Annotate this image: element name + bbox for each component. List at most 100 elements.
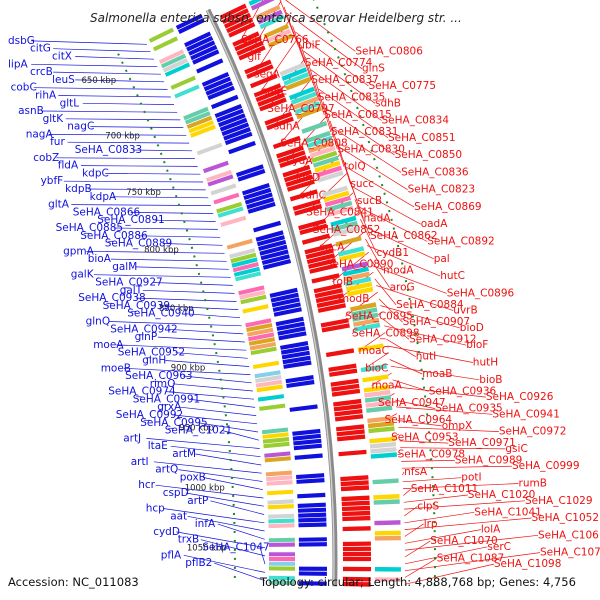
- forward-feature: [325, 348, 355, 358]
- forward-feature: [352, 312, 379, 322]
- forward-feature: [374, 530, 401, 536]
- reverse-feature: [230, 252, 257, 264]
- label-leader-line: [187, 515, 265, 532]
- scale-tick-label: 800 kbp: [144, 246, 179, 256]
- forward-gene-label: ubiF: [298, 40, 320, 52]
- label-leader-line: [370, 258, 390, 288]
- forward-gene-label: moaB: [422, 368, 452, 380]
- reverse-feature: [196, 58, 224, 74]
- reverse-feature: [269, 561, 295, 566]
- forward-feature: [315, 165, 343, 178]
- label-leader-line: [384, 325, 467, 346]
- reverse-gene-label: kdpC: [82, 167, 109, 179]
- forward-gene-label: cydA: [287, 155, 314, 167]
- forward-gene-label: hutI: [416, 351, 437, 363]
- forward-feature: [360, 364, 387, 373]
- forward-feature: [357, 343, 384, 352]
- forward-feature: [306, 135, 333, 149]
- forward-feature: [228, 22, 256, 38]
- reverse-feature: [183, 106, 209, 121]
- forward-gene-label: SeHA_C0851: [388, 132, 456, 144]
- reverse-gene-label: cydD: [153, 526, 180, 538]
- forward-feature: [246, 64, 274, 79]
- reverse-feature: [289, 404, 318, 412]
- label-leader-line: [180, 406, 257, 416]
- forward-feature: [342, 266, 369, 277]
- forward-feature: [342, 576, 371, 582]
- label-leader-line: [80, 165, 198, 167]
- label-leader-line: [332, 127, 402, 173]
- reverse-feature: [219, 117, 248, 132]
- forward-feature: [341, 500, 370, 507]
- forward-gene-label: bioB: [479, 374, 502, 386]
- reverse-gene-label: glnQ: [86, 316, 111, 328]
- reverse-gene-label: hcr: [138, 479, 155, 491]
- forward-gene-label: bioC: [365, 362, 388, 374]
- label-leader-line: [345, 166, 415, 208]
- forward-gene-label: pal: [434, 253, 450, 265]
- forward-feature: [263, 23, 290, 39]
- reverse-feature: [231, 257, 258, 268]
- reverse-feature: [280, 341, 309, 350]
- label-leader-line: [393, 386, 486, 398]
- label-leader-line: [86, 250, 225, 254]
- label-leader-line: [374, 278, 397, 306]
- forward-feature: [370, 452, 397, 459]
- reverse-feature: [244, 192, 273, 205]
- forward-gene-label: nfsA: [404, 466, 428, 478]
- label-leader-line: [285, 0, 356, 52]
- reverse-feature: [210, 183, 237, 196]
- forward-feature: [277, 150, 306, 164]
- forward-gene-label: SeHA_C1020: [468, 489, 536, 501]
- reverse-feature: [250, 346, 277, 356]
- reverse-feature: [255, 379, 283, 388]
- forward-feature: [248, 0, 263, 6]
- forward-feature: [292, 199, 321, 211]
- forward-feature: [342, 510, 371, 517]
- scale-tick-label: 700 kbp: [105, 131, 140, 141]
- label-leader-line: [279, 0, 299, 46]
- forward-feature: [289, 189, 318, 202]
- reverse-feature: [267, 489, 294, 496]
- forward-feature: [309, 145, 336, 158]
- forward-feature: [370, 447, 397, 454]
- reverse-feature: [206, 169, 232, 182]
- forward-gene-label: tolQ: [344, 161, 366, 173]
- label-leader-line: [163, 508, 265, 524]
- reverse-gene-label: kdpB: [65, 183, 92, 195]
- forward-feature: [250, 0, 275, 11]
- forward-feature: [250, 73, 278, 89]
- reverse-feature: [220, 215, 247, 227]
- label-leader-line: [404, 534, 539, 551]
- forward-feature: [374, 577, 401, 582]
- forward-feature: [342, 581, 371, 587]
- reverse-gene-label: nagA: [26, 128, 54, 140]
- forward-feature: [343, 556, 371, 562]
- reverse-feature: [276, 321, 305, 331]
- label-leader-line: [400, 447, 506, 450]
- forward-feature: [283, 72, 310, 86]
- reverse-feature: [203, 76, 232, 92]
- reverse-feature: [205, 81, 233, 96]
- forward-feature: [289, 86, 315, 101]
- feature-tracks: [148, 0, 401, 587]
- reverse-feature: [228, 140, 256, 155]
- label-leader-line: [162, 243, 223, 246]
- forward-gene-label: SeHA_C0836: [401, 166, 469, 178]
- reverse-gene-label: SeHA_C0974: [108, 386, 176, 398]
- reverse-gene-label: SeHA_C0927: [95, 277, 163, 289]
- reverse-feature: [238, 285, 265, 296]
- reverse-feature: [233, 266, 260, 277]
- forward-gene-label: SeHA_C0862: [370, 230, 438, 242]
- forward-feature: [259, 14, 285, 30]
- forward-feature: [234, 36, 262, 52]
- reverse-gene-label: cobZ: [33, 152, 59, 164]
- label-leader-line: [112, 196, 209, 199]
- forward-gene-label: SeHA_C0815: [324, 109, 392, 121]
- reverse-gene-label: SeHA_C0889: [105, 238, 173, 250]
- label-leader-line: [365, 238, 384, 271]
- reverse-feature: [269, 287, 298, 298]
- reverse-feature: [269, 557, 295, 562]
- forward-feature: [255, 4, 281, 20]
- reverse-gene-label: SeHA_C0885: [56, 222, 124, 234]
